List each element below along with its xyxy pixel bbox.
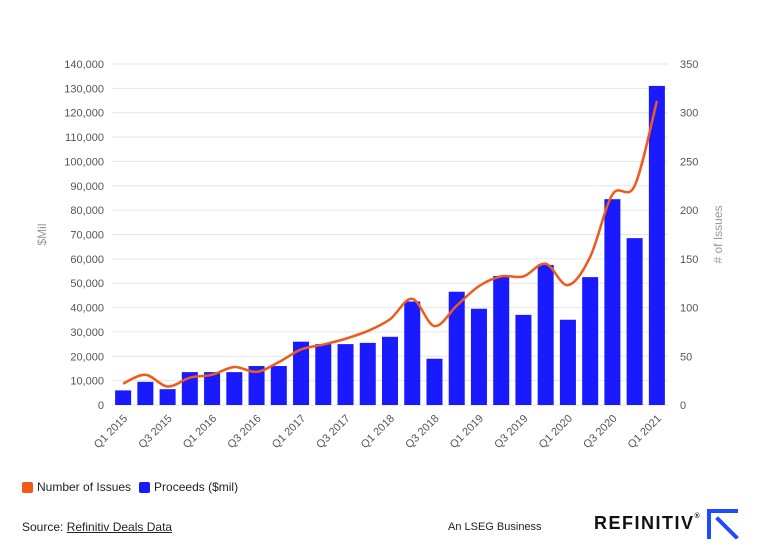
- x-tick-label: Q1 2016: [181, 413, 219, 451]
- y-tick-label: 70,000: [70, 230, 104, 242]
- bar: [204, 372, 221, 405]
- x-tick-label: Q1 2019: [448, 413, 486, 451]
- legend-label-issues: Number of Issues: [37, 480, 132, 494]
- bar: [426, 358, 443, 405]
- x-tick-label: Q1 2015: [92, 413, 130, 451]
- y2-tick-label: 200: [680, 205, 698, 217]
- y2-tick-label: 150: [680, 254, 698, 266]
- bar: [226, 372, 243, 405]
- bar: [626, 238, 643, 405]
- y-tick-label: 120,000: [64, 108, 104, 120]
- bar: [648, 85, 665, 406]
- y-tick-label: 110,000: [65, 132, 104, 144]
- legend-swatch-issues: [22, 481, 33, 493]
- y-tick-label: 90,000: [70, 181, 104, 193]
- y-tick-label: 10,000: [70, 376, 104, 388]
- x-tick-label: Q3 2017: [314, 413, 352, 451]
- bar: [404, 301, 421, 405]
- x-tick-label: Q3 2019: [492, 413, 530, 451]
- y2-tick-label: 100: [680, 303, 698, 315]
- legend-item-proceeds[interactable]: Proceeds ($mil): [139, 480, 238, 494]
- y-tick-label: 0: [98, 400, 104, 412]
- issues-line: [122, 100, 659, 388]
- bar: [293, 341, 310, 405]
- y-axis-title: $Mil: [35, 223, 49, 245]
- y2-tick-label: 300: [680, 108, 698, 120]
- y2-tick-label: 350: [680, 59, 698, 71]
- y2-axis-title: # of Issues: [711, 205, 725, 263]
- y-tick-label: 40,000: [70, 303, 104, 315]
- bar: [470, 308, 487, 405]
- lseg-tagline: An LSEG Business: [448, 521, 542, 533]
- bar: [270, 366, 287, 405]
- chart: 0 10,000 20,000 30,000 40,000 50,000 60,000 70,…: [35, 59, 725, 451]
- bar: [537, 264, 554, 405]
- refinitiv-logo-icon: [707, 509, 739, 539]
- brand-text: REFINITIV: [594, 513, 695, 533]
- bar: [248, 366, 265, 405]
- y-tick-label: 80,000: [70, 205, 104, 217]
- bar: [115, 390, 132, 405]
- bar: [359, 342, 376, 405]
- y2-tick-label: 0: [680, 400, 686, 412]
- y-tick-label: 140,000: [64, 59, 104, 71]
- refinitiv-wordmark: REFINITIV®: [594, 513, 701, 534]
- bar: [559, 319, 576, 405]
- x-tick-label: Q1 2017: [270, 413, 308, 451]
- bar: [493, 275, 510, 405]
- bar: [159, 389, 176, 405]
- x-tick-label: Q3 2020: [581, 413, 619, 451]
- y-tick-label: 100,000: [64, 156, 104, 168]
- source-note: Source: Refinitiv Deals Data: [22, 520, 172, 534]
- x-tick-label: Q1 2018: [359, 413, 397, 451]
- legend-swatch-proceeds: [139, 481, 151, 493]
- brand-registered-mark: ®: [694, 513, 702, 520]
- y-tick-label: 20,000: [70, 351, 104, 363]
- y2-tick-label: 250: [680, 156, 698, 168]
- x-tick-label: Q1 2020: [537, 413, 575, 451]
- bar: [448, 291, 465, 405]
- y-tick-label: 30,000: [70, 327, 104, 339]
- source-prefix: Source:: [22, 520, 67, 534]
- y-tick-label: 130,000: [64, 83, 104, 95]
- x-tick-label: Q3 2018: [403, 413, 441, 451]
- x-tick-label: Q3 2015: [136, 413, 174, 451]
- legend-item-issues[interactable]: Number of Issues: [22, 480, 131, 494]
- bar: [337, 344, 354, 405]
- y2-tick-label: 50: [680, 351, 692, 363]
- x-tick-label: Q1 2021: [626, 413, 664, 451]
- bar: [515, 314, 532, 405]
- legend: Number of Issues Proceeds ($mil): [22, 480, 246, 494]
- legend-label-proceeds: Proceeds ($mil): [154, 480, 239, 494]
- bar: [381, 336, 399, 405]
- bar: [315, 344, 332, 405]
- source-link[interactable]: Refinitiv Deals Data: [66, 520, 173, 534]
- y-tick-label: 60,000: [70, 254, 104, 266]
- y-tick-label: 50,000: [70, 278, 104, 290]
- bar: [604, 199, 621, 405]
- bar: [582, 277, 599, 405]
- bar: [137, 381, 154, 405]
- x-tick-label: Q3 2016: [225, 413, 263, 451]
